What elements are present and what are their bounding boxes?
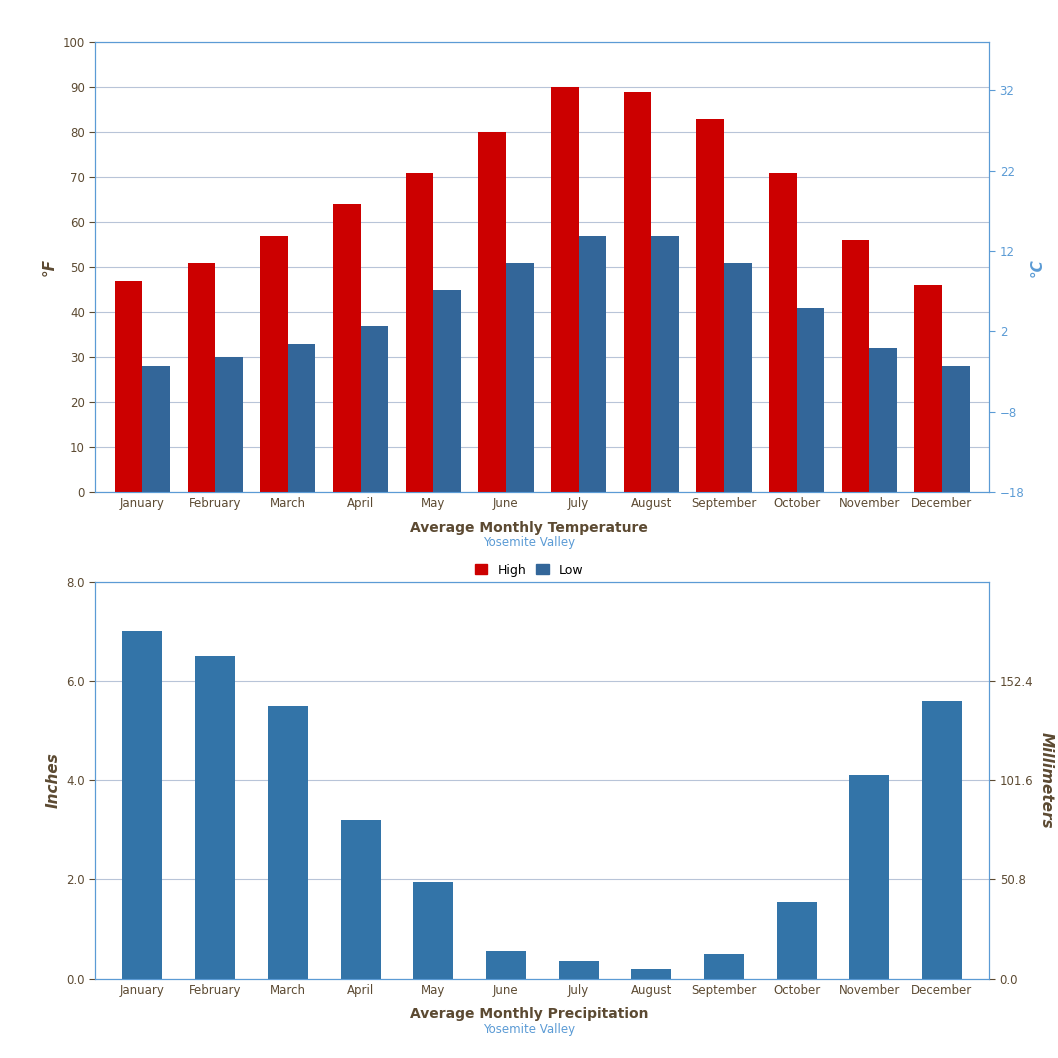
Bar: [652, 236, 679, 492]
Bar: [559, 962, 599, 979]
Bar: [623, 92, 652, 492]
Bar: [341, 820, 381, 979]
Bar: [506, 262, 533, 492]
Y-axis label: °C: °C: [1029, 258, 1045, 276]
Bar: [414, 882, 453, 979]
Text: Yosemite Valley: Yosemite Valley: [482, 536, 576, 549]
Bar: [850, 776, 890, 979]
Y-axis label: Inches: Inches: [45, 752, 60, 808]
Bar: [777, 901, 817, 979]
Bar: [842, 240, 870, 492]
Text: Average Monthly Precipitation: Average Monthly Precipitation: [409, 1007, 649, 1021]
Bar: [724, 262, 751, 492]
Bar: [215, 357, 242, 492]
Bar: [922, 701, 962, 979]
Bar: [361, 326, 388, 492]
Y-axis label: °F: °F: [42, 258, 57, 276]
Bar: [288, 344, 315, 492]
Bar: [187, 262, 215, 492]
Bar: [143, 366, 170, 492]
Bar: [696, 118, 724, 492]
Bar: [797, 308, 824, 492]
Legend: High, Low: High, Low: [470, 559, 588, 582]
Bar: [123, 632, 163, 979]
Bar: [870, 348, 897, 492]
Bar: [333, 204, 361, 492]
Bar: [115, 280, 143, 492]
Bar: [195, 656, 235, 979]
Bar: [478, 132, 506, 492]
Text: Yosemite Valley: Yosemite Valley: [482, 1023, 576, 1036]
Bar: [433, 290, 461, 492]
Bar: [551, 88, 579, 492]
Bar: [260, 236, 288, 492]
Bar: [914, 285, 942, 492]
Bar: [486, 951, 526, 979]
Bar: [942, 366, 969, 492]
Y-axis label: Millimeters: Millimeters: [1039, 732, 1054, 828]
Text: Average Monthly Temperature: Average Monthly Temperature: [411, 521, 647, 534]
Bar: [769, 172, 797, 492]
Bar: [405, 172, 433, 492]
Bar: [579, 236, 606, 492]
Bar: [632, 969, 671, 979]
Bar: [704, 954, 744, 979]
Bar: [268, 706, 308, 979]
